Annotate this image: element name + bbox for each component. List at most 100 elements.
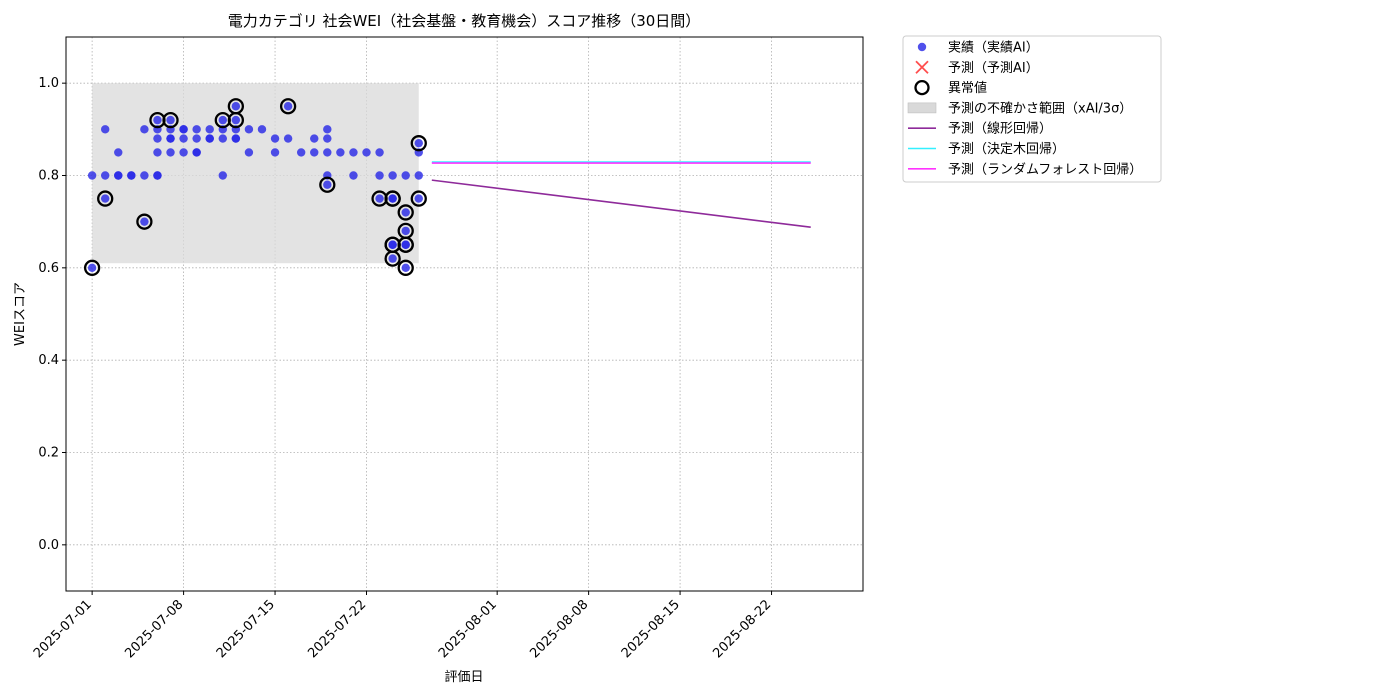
prediction-lines [431,161,811,229]
actual-point [388,171,397,180]
actual-point [336,148,345,157]
actual-point [205,134,214,143]
x-tick-label: 2025-07-08 [122,597,186,661]
legend-label: 予測（決定木回帰） [948,141,1065,157]
actual-point [323,180,332,189]
actual-point [153,171,162,180]
actual-point [127,171,136,180]
anomaly-ring [162,111,179,129]
y-tick-label: 0.4 [38,353,59,368]
actual-point [166,115,175,125]
actual-point [375,171,384,180]
actual-point [244,148,254,157]
actual-point [153,134,162,143]
actual-point [388,254,397,263]
anomaly-ring [410,135,427,152]
y-tick-label: 0.8 [38,169,59,184]
actual-point [218,115,227,125]
plot-frame [65,36,864,592]
actual-point [192,134,201,143]
actual-point [231,102,241,111]
actual-point [166,148,175,157]
actual-point [283,134,293,143]
anomaly-ring [136,213,153,230]
actual-point [375,194,384,203]
actual-point [192,148,201,157]
anomaly-ring [227,111,245,129]
y-tick-label: 1.0 [38,76,59,91]
actual-point [179,148,188,157]
actual-point [231,134,241,143]
legend-marker-predicted [915,60,929,74]
anomaly-ring [279,98,297,115]
anomaly-ring [397,259,414,276]
actual-point [270,134,280,143]
actual-point [401,263,410,273]
x-tick-label: 2025-07-22 [305,597,369,661]
actual-point [323,134,332,143]
y-tick-label: 0.2 [38,446,59,461]
legend-label: 予測（線形回帰） [948,121,1052,137]
anomaly-ring [397,236,414,253]
x-tick-label: 2025-08-01 [436,597,500,661]
actual-point [388,240,397,249]
actual-point [401,226,410,236]
legend-marker-actual [917,42,927,52]
legend-label: 予測の不確かさ範囲（xAI/3σ） [948,100,1132,116]
anomaly-ring [83,259,101,276]
anomaly-ring [384,190,401,207]
actual-points [87,102,423,273]
actual-point [179,134,188,143]
actual-point [270,148,280,157]
anomaly-ring [410,190,427,207]
legend-label: 実績（実績AI） [948,40,1039,56]
x-tick-label: 2025-07-15 [214,597,278,661]
actual-point [323,125,332,134]
legend-label: 予測（ランダムフォレスト回帰） [948,161,1142,177]
legend-box [902,35,1162,183]
x-tick-label: 2025-08-22 [710,597,774,661]
actual-point [401,208,410,217]
actual-point [153,148,162,157]
actual-point [218,171,227,180]
anomaly-ring [97,190,114,207]
actual-point [283,102,293,111]
x-tick-label: 2025-08-15 [619,597,683,661]
actual-point [375,148,384,157]
prediction-line [431,179,811,229]
actual-point [114,171,123,180]
actual-point [231,115,241,125]
actual-point [100,194,110,203]
actual-point [362,148,371,157]
anomaly-rings [83,98,427,276]
actual-point [100,171,110,180]
actual-point [257,125,267,134]
legend-marker-anomaly [914,79,930,96]
chart-title: 電力カテゴリ 社会WEI（社会基盤・教育機会）スコア推移（30日間） [228,12,701,30]
actual-point [87,171,97,180]
x-axis-label: 評価日 [444,670,483,685]
x-tick-label: 2025-08-08 [527,597,591,661]
anomaly-ring [397,204,414,221]
actual-point [166,134,175,143]
y-tick-label: 0.6 [38,261,59,276]
actual-point [218,134,227,143]
x-tick-label: 2025-07-01 [31,597,95,661]
actual-point [414,171,423,180]
y-axis-ticks: 0.0 0.2 0.4 0.6 0.8 1.0 [38,76,66,553]
actual-point [414,194,423,203]
actual-point [414,138,423,148]
actual-point [192,125,201,134]
actual-point [140,171,149,180]
actual-point [153,115,162,125]
actual-point [140,217,149,226]
actual-point [296,148,306,157]
actual-point [388,194,397,203]
actual-point [310,148,319,157]
anomaly-ring [319,176,336,193]
legend-marker-band [907,102,937,114]
actual-point [205,125,214,134]
actual-point [114,148,123,157]
legend-label: 異常値 [948,80,987,96]
